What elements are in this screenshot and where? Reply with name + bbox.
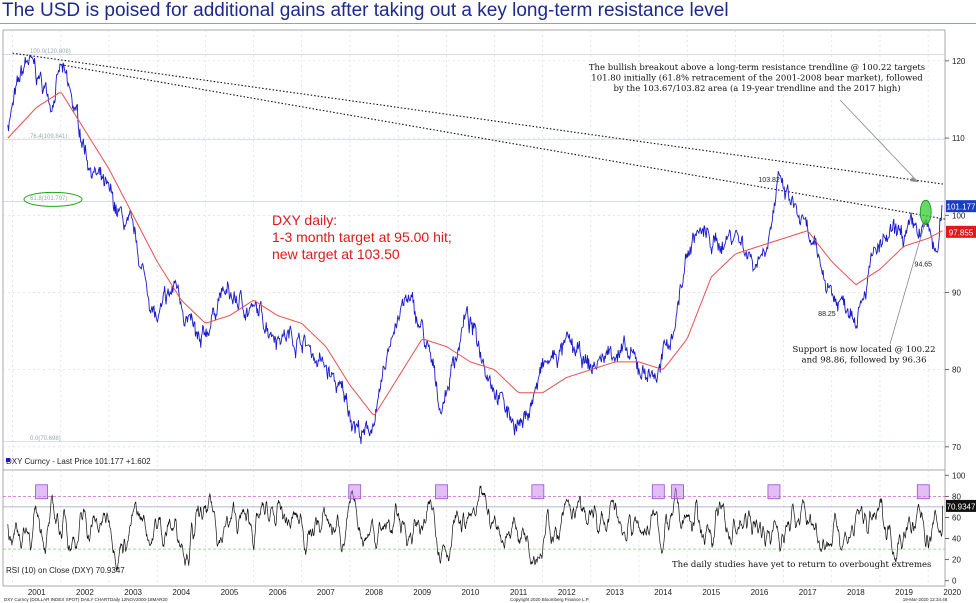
rsi-line bbox=[7, 485, 943, 571]
x-tick-label: 2015 bbox=[702, 588, 720, 597]
x-tick-label: 2012 bbox=[558, 588, 576, 597]
price-legend: DXY Curncy - Last Price 101.177 +1.602 bbox=[6, 457, 151, 466]
y-tick-label: 80 bbox=[952, 366, 961, 375]
fibonacci-levels: 100.0(120.808) 76.4(109.841) 61.8(101.797)… bbox=[3, 49, 945, 442]
rsi-note: The daily studies have yet to return to … bbox=[672, 560, 931, 570]
fib-level-label: 100.0(120.808) bbox=[30, 49, 71, 55]
rsi-tick-label: 60 bbox=[952, 513, 961, 522]
price-annotations: DXY daily:1-3 month target at 95.00 hit;… bbox=[272, 63, 976, 366]
x-tick-label: 2013 bbox=[606, 588, 624, 597]
fib-level-label: 0.0(70.698) bbox=[30, 436, 61, 442]
x-tick-label: 2010 bbox=[461, 588, 479, 597]
support-note-line: Support is now located @ 100.22 bbox=[792, 345, 935, 355]
point-label: 88.25 bbox=[818, 311, 836, 318]
x-tick-label: 2011 bbox=[510, 588, 528, 597]
rsi-legend: RSI (10) on Close (DXY) 70.9347 bbox=[6, 566, 125, 575]
footer-right: 19-Mar-2020 12:34:48 bbox=[903, 597, 948, 602]
breakout-highlight bbox=[919, 199, 932, 225]
price-grid bbox=[3, 30, 945, 470]
overbought-marker bbox=[916, 484, 930, 500]
support-arrow bbox=[889, 219, 927, 345]
price-legend-swatch bbox=[6, 458, 10, 462]
target-note-line: new target at 103.50 bbox=[272, 246, 400, 262]
target-note-line: DXY daily: bbox=[272, 212, 337, 228]
resistance-trendline bbox=[12, 52, 946, 185]
x-tick-label: 2006 bbox=[269, 588, 287, 597]
price-tag bbox=[946, 225, 976, 238]
trendlines bbox=[12, 52, 946, 220]
overbought-marker bbox=[35, 484, 48, 500]
rsi-tick-label: 0 bbox=[952, 577, 957, 586]
overbought-marker bbox=[348, 484, 362, 500]
y-tick-label: 110 bbox=[952, 134, 965, 143]
price-y-axis: 70 80 90 100 110 120 bbox=[945, 57, 966, 452]
rsi-grid bbox=[3, 470, 945, 586]
rsi-tick-label: 20 bbox=[952, 556, 961, 565]
rsi-overbought-marks: 70.9347 bbox=[35, 484, 976, 512]
y-tick-label: 100 bbox=[952, 211, 966, 220]
price-panel-frame bbox=[2, 29, 946, 471]
x-tick-label: 2002 bbox=[76, 588, 94, 597]
rsi-value-tag bbox=[946, 499, 976, 512]
rsi-tick-label: 100 bbox=[952, 471, 966, 480]
point-label: 103.82 bbox=[758, 177, 780, 184]
x-tick-label: 2014 bbox=[654, 588, 672, 597]
x-tick-label: 2009 bbox=[413, 588, 431, 597]
footer-left: DXY Curncy (DOLLAR INDEX SPOT) DAILY CHA… bbox=[4, 597, 110, 602]
overbought-marker bbox=[435, 484, 448, 500]
rsi-tick-label: 80 bbox=[952, 492, 961, 501]
fib-level-label: 76.4(109.841) bbox=[30, 134, 67, 140]
rsi-panel-frame bbox=[2, 469, 946, 587]
overbought-marker bbox=[531, 484, 545, 500]
price-tag-label: 97.855 bbox=[949, 228, 974, 237]
resistance-trendline bbox=[60, 64, 946, 220]
rsi-tick-label: 40 bbox=[952, 535, 961, 544]
breakout-arrowhead bbox=[910, 177, 918, 183]
overbought-marker bbox=[767, 484, 781, 500]
x-tick-label: 2016 bbox=[751, 588, 769, 597]
fib-level-label: 61.8(101.797) bbox=[30, 196, 67, 202]
price-tag-label: 101.177 bbox=[947, 203, 976, 212]
breakout-arrow bbox=[839, 99, 919, 183]
x-tick-label: 2003 bbox=[124, 588, 142, 597]
page-title: The USD is poised for additional gains a… bbox=[2, 0, 729, 21]
footer-mid: Daily 12NOV2000-18MAR20 bbox=[110, 597, 168, 602]
x-tick-label: 2007 bbox=[317, 588, 335, 597]
price-series bbox=[7, 54, 943, 445]
x-tick-label: 2018 bbox=[847, 588, 865, 597]
x-tick-label: 2008 bbox=[365, 588, 383, 597]
rsi-value-label: 70.9347 bbox=[947, 502, 976, 511]
x-tick-label: 2001 bbox=[28, 588, 46, 597]
breakout-note-line: by the 103.67/103.82 area (a 19-year tre… bbox=[613, 83, 900, 94]
title-divider bbox=[0, 23, 976, 24]
y-tick-label: 120 bbox=[952, 57, 966, 66]
x-axis: 2001 2002 2003 2004 2005 2006 2007 2008 2009 2010… bbox=[28, 588, 962, 597]
footer-center: Copyright 2020 Bloomberg Finance L.P. bbox=[510, 597, 589, 602]
support-note-line: and 98.86, followed by 96.36 bbox=[802, 356, 927, 366]
fib-highlight-ellipse bbox=[23, 191, 83, 207]
breakout-note-line: The bullish breakout above a long-term r… bbox=[589, 63, 925, 73]
dxy-chart: 100.0(120.808) 76.4(109.841) 61.8(101.797)… bbox=[2, 29, 976, 602]
point-label: 94.65 bbox=[915, 262, 933, 269]
breakout-note-line: 101.80 initially (61.8% retracement of t… bbox=[591, 73, 923, 84]
moving-average-line bbox=[7, 92, 943, 416]
x-tick-label: 2004 bbox=[172, 588, 190, 597]
rsi-series bbox=[7, 485, 943, 571]
x-tick-label: 2020 bbox=[943, 588, 961, 597]
price-tag bbox=[946, 200, 976, 213]
x-tick-label: 2005 bbox=[221, 588, 239, 597]
overbought-marker bbox=[651, 484, 665, 500]
y-tick-label: 90 bbox=[952, 288, 961, 297]
dxy-price-line bbox=[7, 54, 943, 445]
rsi-y-axis: 0 20 40 60 80 100 bbox=[945, 471, 966, 586]
y-tick-label: 70 bbox=[952, 443, 961, 452]
x-tick-label: 2019 bbox=[895, 588, 913, 597]
target-note-line: 1-3 month target at 95.00 hit; bbox=[272, 229, 452, 245]
x-tick-label: 2017 bbox=[799, 588, 817, 597]
overbought-marker bbox=[671, 484, 684, 500]
